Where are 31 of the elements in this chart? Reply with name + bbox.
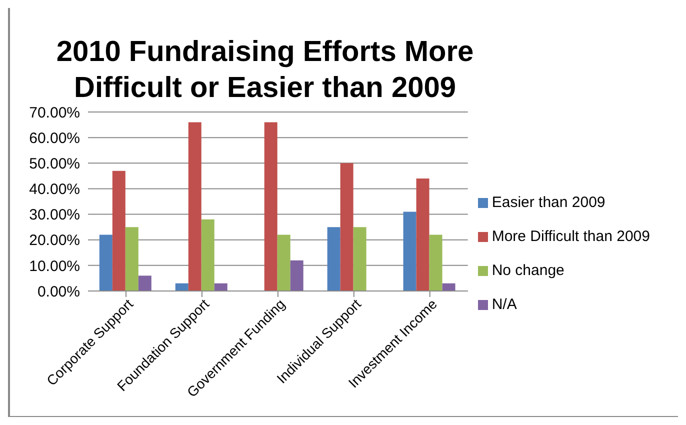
- bar: [353, 227, 366, 291]
- legend-label: Easier than 2009: [492, 194, 606, 211]
- y-tick-label: 10.00%: [29, 258, 80, 275]
- legend-label: More Difficult than 2009: [492, 228, 650, 245]
- bar: [138, 276, 152, 291]
- bar: [125, 227, 138, 291]
- bar: [290, 260, 304, 291]
- bar: [429, 234, 442, 291]
- bar: [112, 170, 126, 291]
- bar: [403, 212, 416, 291]
- bar: [327, 227, 340, 291]
- legend-label: No change: [492, 262, 564, 279]
- bar: [214, 283, 228, 291]
- chart-title: 2010 Fundraising Efforts More Difficult or Easier than 2009: [55, 35, 475, 106]
- bar: [264, 122, 278, 291]
- y-tick-label: 60.00%: [29, 130, 80, 147]
- bar: [442, 283, 456, 291]
- bar: [175, 283, 188, 291]
- bar: [201, 219, 214, 291]
- y-tick-label: 30.00%: [29, 206, 80, 224]
- bar: [340, 163, 354, 291]
- y-tick-label: 70.00%: [29, 104, 80, 122]
- bar: [188, 122, 202, 291]
- legend-label: N/A: [492, 296, 517, 313]
- y-tick-label: 50.00%: [29, 155, 80, 172]
- y-tick-label: 40.00%: [29, 181, 80, 198]
- bar: [99, 234, 112, 291]
- y-tick-label: 20.00%: [29, 232, 80, 250]
- bar: [416, 178, 430, 291]
- y-tick-label: 0.00%: [37, 283, 80, 300]
- bar: [277, 234, 290, 291]
